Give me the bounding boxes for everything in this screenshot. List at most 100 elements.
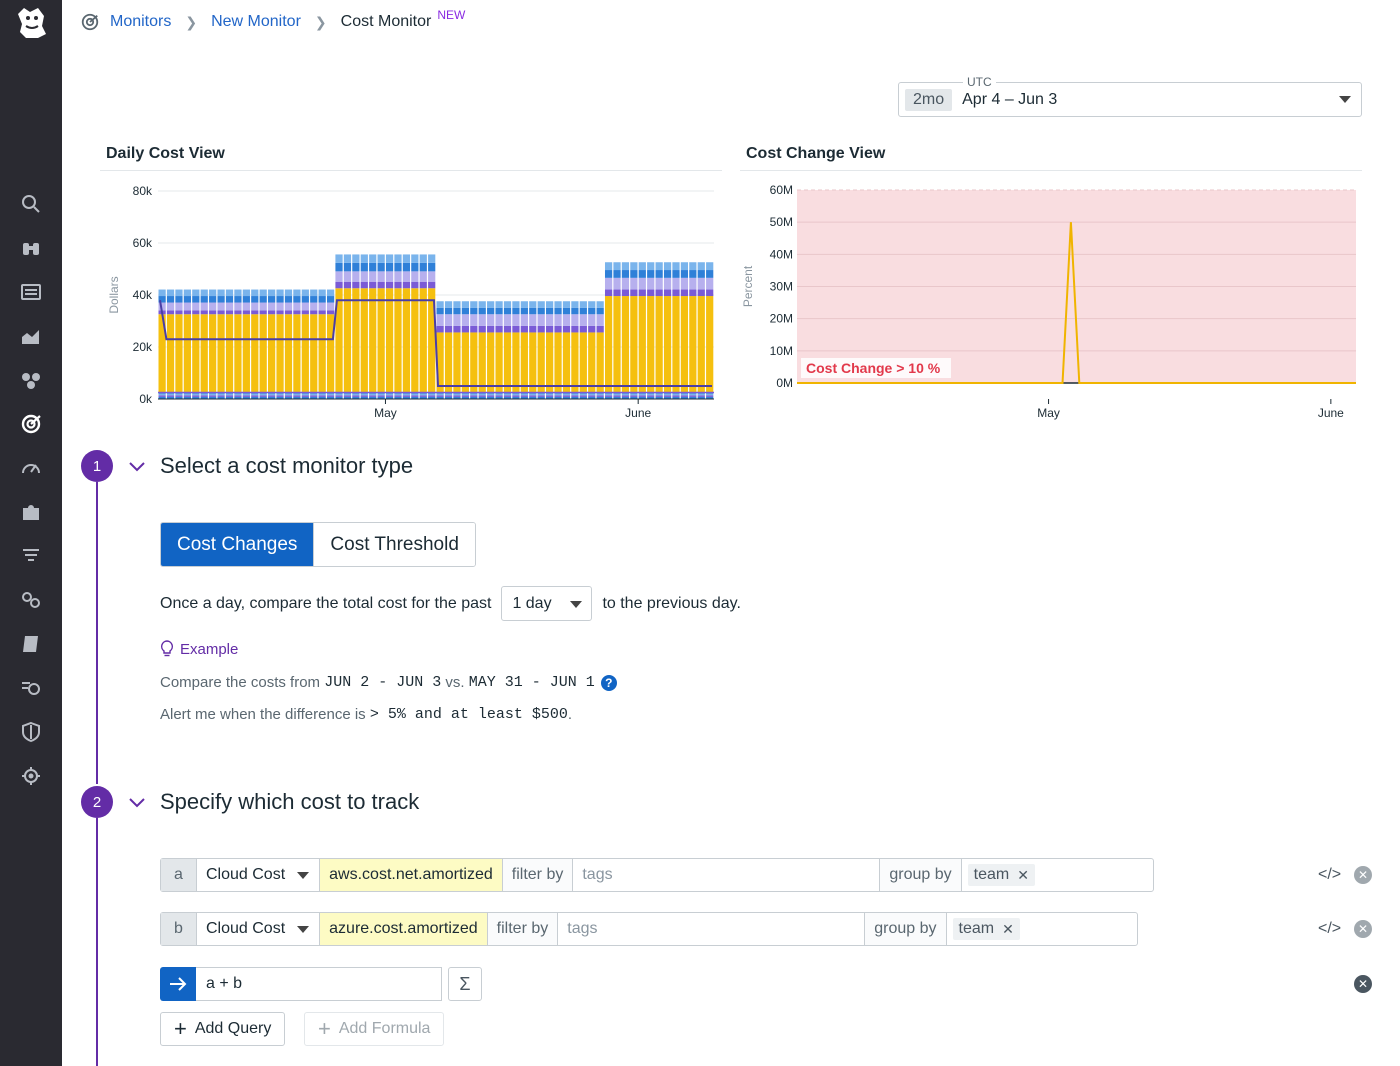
remove-query-icon[interactable]: ✕ xyxy=(1354,866,1372,884)
metric-field[interactable]: aws.cost.net.amortized xyxy=(320,859,503,891)
bar-segment xyxy=(268,302,276,311)
monitors-icon[interactable] xyxy=(0,408,62,440)
bar-segment xyxy=(268,396,276,399)
puzzle-icon[interactable] xyxy=(0,496,62,528)
bar-segment xyxy=(301,395,309,397)
bar-segment xyxy=(520,396,528,399)
bar-segment xyxy=(419,396,427,399)
bar-segment xyxy=(638,262,646,271)
code-view-icon[interactable]: </> xyxy=(1318,920,1342,937)
bar-segment xyxy=(310,314,318,393)
search-icon[interactable] xyxy=(0,188,62,220)
remove-tag-icon[interactable]: ✕ xyxy=(1017,866,1029,883)
bar-segment xyxy=(487,325,495,333)
main-content: Monitors ❯ New Monitor ❯ Cost Monitor NE… xyxy=(62,0,1400,1066)
bar-segment xyxy=(284,296,293,303)
bar-segment xyxy=(209,296,217,303)
chevron-down-icon[interactable] xyxy=(128,458,146,476)
bar-segment xyxy=(343,395,352,397)
bar-segment xyxy=(402,281,411,289)
bar-segment xyxy=(335,281,343,289)
bar-segment xyxy=(579,396,587,399)
shield-icon[interactable] xyxy=(0,716,62,748)
link-icon[interactable] xyxy=(0,584,62,616)
bar-segment xyxy=(369,396,377,399)
remove-tag-icon[interactable]: ✕ xyxy=(1002,920,1014,937)
filter-tags-input[interactable]: tags xyxy=(558,913,866,945)
bar-segment xyxy=(604,393,613,396)
bar-segment xyxy=(293,393,301,396)
bar-segment xyxy=(680,289,689,297)
query-letter[interactable]: b xyxy=(161,913,197,945)
bar-segment xyxy=(663,296,672,393)
bar-segment xyxy=(394,271,402,282)
code-view-icon[interactable]: </> xyxy=(1318,866,1342,883)
bar-segment xyxy=(310,302,318,311)
bar-segment xyxy=(655,296,663,393)
data-source-select[interactable]: Cloud Cost xyxy=(197,859,321,891)
metric-field[interactable]: azure.cost.amortized xyxy=(320,913,488,945)
chevron-right-icon: ❯ xyxy=(314,13,327,30)
group-by-input[interactable]: team ✕ xyxy=(947,913,1137,945)
query-letter[interactable]: a xyxy=(161,859,197,891)
filter-tags-input[interactable]: tags xyxy=(573,859,881,891)
bug-icon[interactable] xyxy=(0,760,62,792)
formula-input[interactable]: a + b xyxy=(196,967,442,1001)
compare-range-previous: MAY 31 - JUN 1 xyxy=(468,674,595,691)
bar-segment xyxy=(588,395,596,397)
bar-segment xyxy=(428,254,436,263)
filter-by-label: filter by xyxy=(487,913,559,945)
sigma-icon[interactable]: Σ xyxy=(448,967,482,1001)
bar-segment xyxy=(343,262,352,272)
group-by-input[interactable]: team ✕ xyxy=(962,859,1153,891)
bar-segment xyxy=(436,395,444,397)
bar-segment xyxy=(478,396,486,399)
bar-segment xyxy=(546,332,554,393)
bar-segment xyxy=(385,393,394,396)
bar-segment xyxy=(335,395,343,397)
y-axis-label: Dollars xyxy=(107,276,121,313)
cost-changes-option[interactable]: Cost Changes xyxy=(161,523,314,566)
bar-segment xyxy=(495,393,503,396)
add-query-button[interactable]: + Add Query xyxy=(160,1012,286,1046)
remove-query-icon[interactable]: ✕ xyxy=(1354,920,1372,938)
notebook-icon[interactable] xyxy=(0,628,62,660)
bar-segment xyxy=(663,396,672,399)
breadcrumb-monitors[interactable]: Monitors xyxy=(110,13,172,30)
list-icon[interactable] xyxy=(0,276,62,308)
add-formula-button[interactable]: + Add Formula xyxy=(304,1012,445,1046)
bar-segment xyxy=(461,332,469,393)
bar-segment xyxy=(284,396,293,399)
help-icon[interactable]: ? xyxy=(600,674,617,691)
binoculars-icon[interactable] xyxy=(0,232,62,264)
daily-cost-chart[interactable]: 0k 20k 40k 60k 80k Dollars May June xyxy=(100,176,722,426)
bar-segment xyxy=(444,301,453,308)
bar-segment xyxy=(470,314,478,326)
filter-icon[interactable] xyxy=(0,540,62,572)
y-tick-label: 40M xyxy=(770,247,793,261)
cost-threshold-option[interactable]: Cost Threshold xyxy=(313,523,475,566)
time-range-picker[interactable]: UTC 2mo Apr 4 – Jun 3 xyxy=(898,75,1362,117)
watchdog-icon[interactable] xyxy=(0,672,62,704)
bar-segment xyxy=(512,396,520,399)
bar-segment xyxy=(251,289,259,297)
bar-segment xyxy=(478,332,486,393)
bar-segment xyxy=(225,393,234,396)
breadcrumb-new-monitor[interactable]: New Monitor xyxy=(211,13,301,30)
bar-segment xyxy=(200,314,208,393)
period-select[interactable]: 1 day xyxy=(501,586,593,621)
data-source-select[interactable]: Cloud Cost xyxy=(197,913,321,945)
cubes-icon[interactable] xyxy=(0,364,62,396)
chevron-down-icon[interactable] xyxy=(128,794,146,812)
chart-area-icon[interactable] xyxy=(0,320,62,352)
bar-segment xyxy=(192,310,200,315)
cost-change-chart[interactable]: 0M 10M 20M 30M 40M 50M 60M Percent Cost Change >… xyxy=(740,176,1362,426)
remove-formula-icon[interactable]: ✕ xyxy=(1354,975,1372,993)
bar-segment xyxy=(520,301,528,308)
gauge-icon[interactable] xyxy=(0,452,62,484)
datadog-logo-icon[interactable] xyxy=(12,4,50,42)
bar-segment xyxy=(209,396,217,399)
bar-segment xyxy=(512,395,520,397)
bar-segment xyxy=(546,396,554,399)
bar-segment xyxy=(200,396,208,399)
